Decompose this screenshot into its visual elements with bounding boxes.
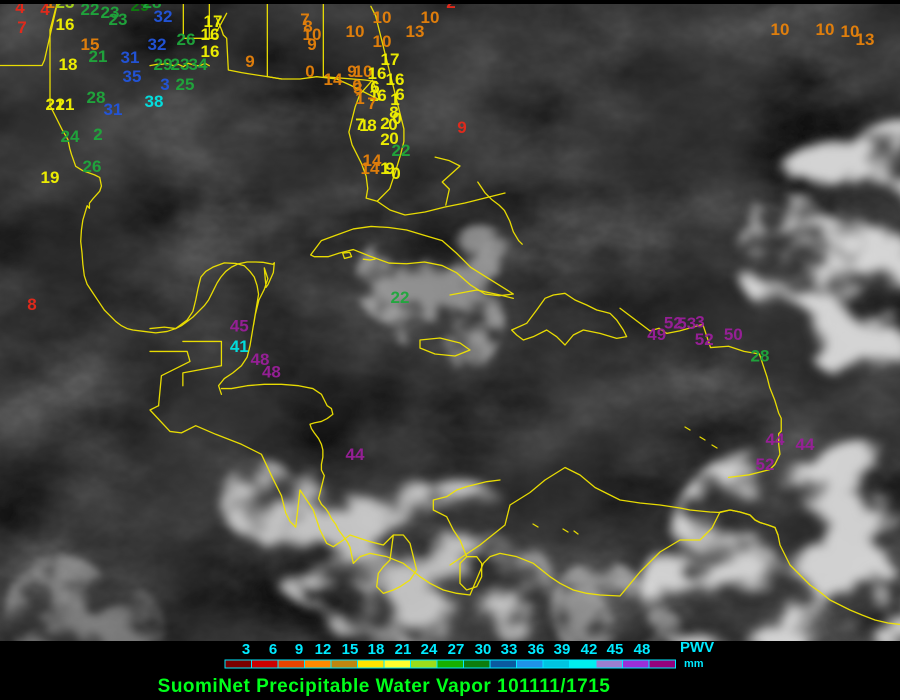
svg-text:23: 23: [171, 55, 190, 74]
svg-text:39: 39: [554, 641, 571, 658]
svg-text:22: 22: [392, 141, 411, 160]
svg-text:36: 36: [528, 641, 545, 658]
svg-text:16: 16: [56, 15, 75, 34]
svg-text:6: 6: [395, 85, 404, 104]
svg-text:13: 13: [406, 22, 425, 41]
svg-text:12: 12: [315, 641, 332, 658]
svg-text:7: 7: [17, 18, 26, 37]
svg-text:28: 28: [751, 347, 770, 366]
svg-text:15: 15: [342, 641, 359, 658]
svg-text:8: 8: [27, 295, 36, 314]
svg-text:22: 22: [391, 288, 410, 307]
svg-text:48: 48: [262, 363, 281, 382]
svg-text:27: 27: [448, 641, 465, 658]
svg-text:45: 45: [607, 641, 624, 658]
svg-text:PWV: PWV: [680, 639, 714, 656]
svg-text:24: 24: [421, 641, 438, 658]
svg-text:33: 33: [501, 641, 518, 658]
svg-text:52: 52: [756, 455, 775, 474]
svg-text:50: 50: [724, 325, 743, 344]
svg-text:18: 18: [368, 641, 385, 658]
svg-text:31: 31: [121, 48, 140, 67]
svg-text:52: 52: [695, 330, 714, 349]
svg-text:10: 10: [816, 20, 835, 39]
svg-text:9: 9: [295, 641, 303, 658]
svg-text:0: 0: [305, 62, 314, 81]
svg-text:10: 10: [373, 8, 392, 27]
svg-text:44: 44: [766, 430, 785, 449]
svg-text:30: 30: [475, 641, 492, 658]
svg-text:23: 23: [109, 10, 128, 29]
svg-text:44: 44: [346, 445, 365, 464]
svg-text:44: 44: [796, 435, 815, 454]
svg-text:13: 13: [856, 30, 875, 49]
svg-text:7: 7: [367, 94, 376, 113]
svg-text:SuomiNet Precipitable Water Va: SuomiNet Precipitable Water Vapor 101111…: [158, 676, 611, 697]
svg-text:0: 0: [391, 164, 400, 183]
svg-text:6: 6: [377, 86, 386, 105]
svg-text:8: 8: [367, 116, 376, 135]
svg-text:24: 24: [61, 127, 80, 146]
svg-text:21: 21: [89, 47, 108, 66]
svg-text:3: 3: [695, 313, 704, 332]
svg-text:25: 25: [176, 75, 195, 94]
svg-text:21: 21: [395, 641, 412, 658]
svg-text:9: 9: [245, 52, 254, 71]
svg-text:34: 34: [189, 55, 208, 74]
svg-text:1: 1: [355, 89, 364, 108]
svg-text:42: 42: [581, 641, 598, 658]
svg-text:10: 10: [771, 20, 790, 39]
svg-text:10: 10: [346, 22, 365, 41]
svg-text:18: 18: [59, 55, 78, 74]
svg-text:21: 21: [56, 95, 75, 114]
svg-text:14: 14: [361, 159, 380, 178]
svg-text:9: 9: [307, 35, 316, 54]
svg-text:32: 32: [154, 7, 173, 26]
svg-text:26: 26: [83, 157, 102, 176]
svg-text:14: 14: [324, 70, 343, 89]
svg-text:53: 53: [677, 314, 696, 333]
svg-text:19: 19: [41, 168, 60, 187]
svg-text:31: 31: [104, 100, 123, 119]
svg-text:32: 32: [148, 35, 167, 54]
svg-text:3: 3: [242, 641, 250, 658]
svg-text:10: 10: [373, 32, 392, 51]
svg-text:mm: mm: [684, 658, 704, 670]
svg-text:41: 41: [230, 337, 249, 356]
svg-text:35: 35: [123, 67, 142, 86]
svg-text:6: 6: [269, 641, 277, 658]
svg-text:2: 2: [93, 125, 102, 144]
svg-text:38: 38: [145, 92, 164, 111]
svg-text:26: 26: [177, 30, 196, 49]
svg-text:48: 48: [634, 641, 651, 658]
svg-text:9: 9: [457, 118, 466, 137]
svg-text:45: 45: [230, 316, 249, 335]
